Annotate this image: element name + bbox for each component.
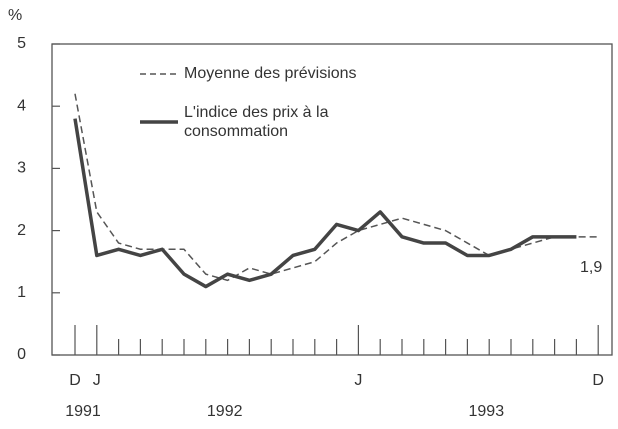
y-tick-label: 1 [17, 284, 26, 301]
y-tick-label: 4 [17, 97, 26, 114]
annotation: 1,9 [580, 259, 602, 276]
x-group-label: 1991 [65, 403, 101, 420]
x-tick-label: J [354, 372, 362, 389]
y-tick-label: 0 [17, 346, 26, 363]
plot-frame [51, 43, 613, 356]
legend-label: Moyenne des prévisions [184, 65, 357, 82]
series-line [73, 118, 577, 289]
unit-label: % [8, 7, 22, 24]
y-tick-label: 2 [17, 222, 26, 239]
x-tick-label: D [69, 372, 81, 389]
y-tick-label: 3 [17, 160, 26, 177]
x-group-label: 1993 [469, 403, 505, 420]
y-tick-label: 5 [17, 35, 26, 52]
legend-label: L'indice des prix à la consommation [184, 104, 329, 140]
x-tick-label: D [592, 372, 604, 389]
x-group-label: 1992 [207, 403, 243, 420]
x-tick-label: J [93, 372, 101, 389]
